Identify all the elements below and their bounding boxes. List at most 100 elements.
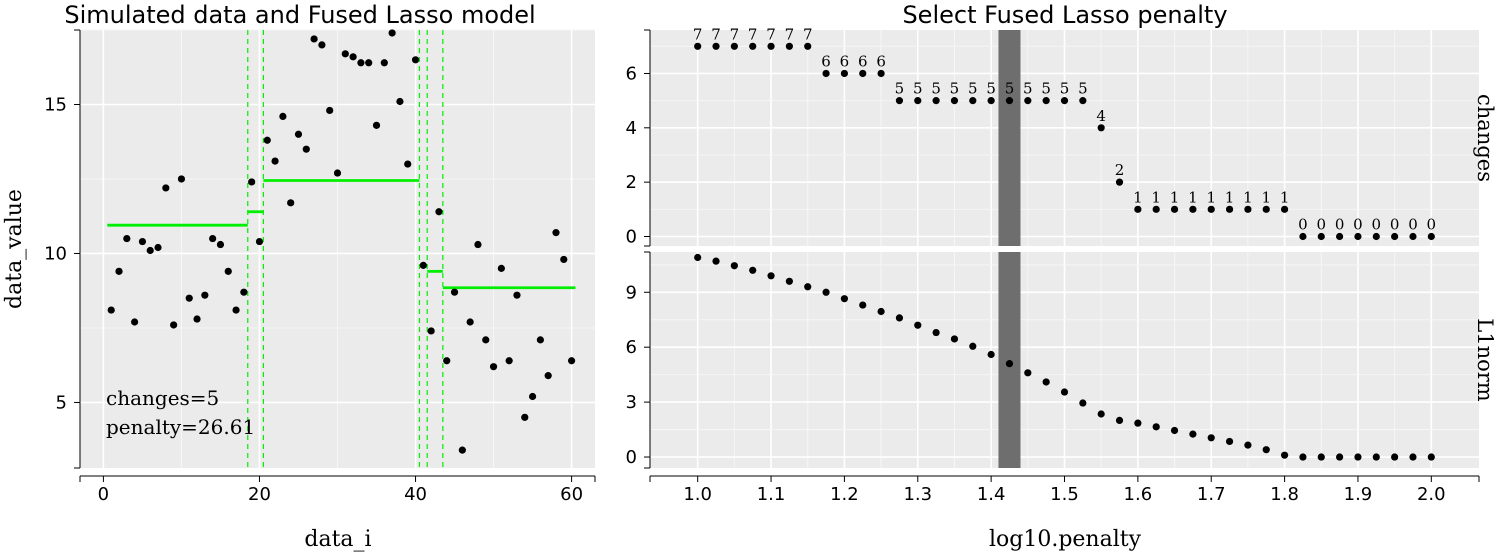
data-point — [474, 240, 482, 249]
changes-point-label: 1 — [1170, 188, 1180, 206]
left-y-tick-label: 15 — [44, 94, 67, 115]
l1norm-point — [1134, 419, 1142, 427]
data-point — [552, 229, 560, 237]
data-point — [497, 264, 505, 272]
data-point — [450, 288, 459, 296]
changes-point-label: 6 — [840, 52, 850, 70]
data-point — [482, 336, 490, 344]
changes-point-label: 5 — [913, 80, 923, 98]
data-point — [489, 363, 498, 371]
changes-point — [1207, 205, 1215, 213]
changes-point — [950, 97, 959, 105]
changes-point-label: 5 — [968, 80, 978, 98]
left-x-tick-label: 20 — [248, 484, 271, 505]
data-point — [271, 157, 279, 165]
l1norm-point — [1336, 453, 1344, 461]
l1norm-point — [1244, 441, 1252, 449]
right-x-tick-label: 1.0 — [683, 484, 712, 505]
data-point — [302, 145, 310, 153]
left-y-tick-label: 5 — [56, 392, 67, 413]
changes-point — [767, 42, 775, 50]
selected-penalty-rect — [998, 30, 1021, 246]
selected-penalty-band — [998, 30, 1021, 468]
data-point — [185, 294, 193, 302]
left-data-points — [107, 29, 576, 454]
right-data-points — [694, 42, 1435, 461]
changes-point-label: 7 — [785, 25, 795, 43]
data-point — [544, 372, 552, 380]
changes-point-label: 7 — [803, 25, 813, 43]
changes-point — [859, 69, 867, 78]
data-point — [162, 184, 170, 192]
data-point — [177, 175, 186, 183]
changes-point-label: 5 — [950, 80, 960, 98]
bottom-y-tick-label: 3 — [626, 392, 637, 413]
right-x-tick-label: 1.5 — [1050, 484, 1079, 505]
l1norm-point — [1207, 434, 1215, 442]
changes-point-label: 7 — [766, 25, 776, 43]
l1norm-point — [1079, 399, 1087, 407]
data-point — [287, 199, 295, 207]
right-x-axis-title: log10.penalty — [989, 527, 1142, 552]
l1norm-point — [1317, 453, 1325, 461]
changes-point — [1097, 124, 1105, 132]
changes-point-label: 6 — [858, 52, 868, 70]
l1norm-point — [712, 257, 720, 265]
changes-point — [1317, 232, 1325, 241]
data-point — [349, 53, 357, 61]
changes-point — [785, 42, 793, 50]
left-grid — [80, 29, 595, 468]
changes-point-label: 0 — [1427, 215, 1437, 233]
changes-point-label: 5 — [931, 80, 941, 98]
data-point — [107, 306, 115, 314]
changes-point — [1391, 232, 1399, 241]
data-point — [326, 106, 334, 115]
changes-point-label: 1 — [1280, 188, 1290, 206]
l1norm-point — [859, 301, 867, 309]
right-x-tick-label: 1.4 — [977, 484, 1006, 505]
changes-point — [1262, 205, 1270, 213]
left-axes: 0 20 40 60 5 10 15 — [44, 29, 596, 505]
changes-point-label: 5 — [1005, 80, 1015, 98]
right-axes: 1.0 1.1 1.2 1.3 1.4 1.5 1.6 1.7 1.8 1.9 2.0 0 2 4 6 0 3 6… — [626, 29, 1480, 505]
bottom-y-tick-label: 0 — [626, 447, 637, 468]
data-point — [279, 112, 287, 121]
data-point — [357, 59, 365, 67]
l1norm-point — [1152, 423, 1160, 431]
data-point — [115, 267, 123, 275]
left-x-tick-label: 60 — [560, 484, 583, 505]
bottom-y-tick-label: 9 — [626, 282, 637, 303]
data-point — [560, 255, 568, 264]
right-chart-title: Select Fused Lasso penalty — [902, 1, 1227, 29]
l1norm-point — [1372, 453, 1380, 461]
changes-point-label: 6 — [876, 52, 886, 70]
left-x-axis-title: data_i — [304, 527, 371, 552]
changes-point-label: 0 — [1353, 215, 1363, 233]
changes-point-label: 5 — [986, 80, 996, 98]
l1norm-point — [914, 321, 922, 329]
changes-point — [895, 97, 904, 105]
top-y-tick-label: 2 — [626, 172, 637, 193]
changes-point-label: 7 — [693, 25, 703, 43]
data-point — [240, 288, 248, 296]
data-point — [310, 35, 318, 43]
changes-point-label: 7 — [748, 25, 758, 43]
data-point — [216, 240, 225, 249]
data-point — [536, 336, 544, 344]
l1norm-point — [877, 307, 885, 316]
l1norm-point — [1391, 453, 1399, 461]
facet-label-l1norm: L1norm — [1473, 318, 1497, 402]
data-point — [170, 321, 178, 329]
data-point — [341, 50, 349, 58]
l1norm-point — [1060, 388, 1069, 396]
changes-point-label: 1 — [1243, 188, 1253, 206]
data-point — [380, 59, 388, 67]
changes-point-label: 5 — [1023, 80, 1033, 98]
changes-point-label: 5 — [1078, 80, 1088, 98]
annotation-penalty: penalty=26.61 — [106, 415, 255, 439]
data-point — [123, 234, 131, 243]
l1norm-point — [749, 266, 757, 274]
left-chart-title: Simulated data and Fused Lasso model — [64, 1, 535, 29]
changes-point-label: 0 — [1390, 215, 1400, 233]
